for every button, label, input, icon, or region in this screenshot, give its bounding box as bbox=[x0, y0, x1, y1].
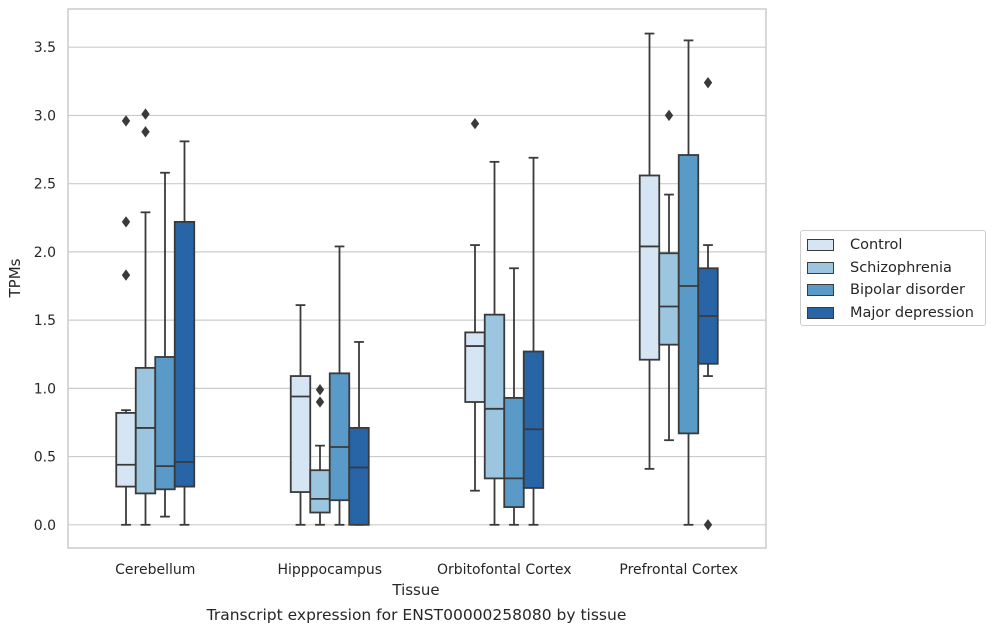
box bbox=[464, 331, 486, 403]
outlier-marker bbox=[141, 126, 150, 138]
x-axis-label: Tissue bbox=[391, 581, 439, 599]
outlier-marker bbox=[315, 396, 325, 408]
outlier-marker bbox=[315, 384, 325, 396]
y-tick-label: 3.5 bbox=[34, 40, 56, 56]
box-plot-series bbox=[115, 32, 719, 531]
y-tick-label: 2.0 bbox=[34, 245, 56, 261]
y-tick-label: 0.0 bbox=[34, 518, 56, 534]
x-tick-label: Orbitofontal Cortex bbox=[437, 562, 572, 578]
y-tick-label: 3.0 bbox=[34, 108, 56, 124]
legend-label: Bipolar disorder bbox=[850, 282, 965, 298]
plot-frame bbox=[67, 8, 767, 549]
y-tick-label: 2.5 bbox=[34, 177, 56, 193]
box bbox=[289, 375, 312, 493]
legend-swatch bbox=[807, 261, 834, 274]
outlier-marker bbox=[470, 117, 480, 130]
box bbox=[154, 356, 176, 491]
legend-item: Schizophrenia bbox=[807, 258, 952, 278]
outlier-marker bbox=[121, 269, 131, 281]
legend-label: Control bbox=[850, 237, 903, 253]
box bbox=[134, 366, 157, 495]
x-axis-ticks: Cerebellum Hipppocampus Orbitofontal Corte… bbox=[115, 562, 738, 578]
legend: Control Schizophrenia Bipolar disorder Majo… bbox=[800, 230, 986, 326]
box bbox=[677, 154, 700, 435]
y-tick-label: 0.5 bbox=[34, 450, 56, 466]
box bbox=[115, 412, 137, 488]
outlier-marker bbox=[141, 108, 150, 120]
legend-swatch bbox=[807, 306, 834, 319]
box bbox=[522, 350, 545, 489]
legend-label: Schizophrenia bbox=[850, 259, 952, 276]
box bbox=[173, 220, 196, 488]
y-tick-label: 1.5 bbox=[34, 313, 56, 329]
box bbox=[328, 372, 351, 502]
y-axis-ticks: 0.0 0.5 1.0 1.5 2.0 2.5 3.0 3.5 bbox=[34, 40, 56, 534]
outlier-marker bbox=[664, 109, 674, 122]
legend-item: Control bbox=[807, 235, 902, 255]
box bbox=[503, 396, 525, 508]
y-axis-label: TPMs bbox=[6, 258, 24, 298]
box bbox=[638, 174, 661, 361]
outlier-marker bbox=[121, 216, 131, 228]
legend-item: Major depression bbox=[807, 303, 974, 323]
chart-caption: Transcript expression for ENST0000025808… bbox=[206, 606, 627, 624]
x-tick-label: Cerebellum bbox=[115, 562, 195, 578]
box bbox=[483, 313, 506, 480]
x-tick-label: Hipppocampus bbox=[277, 562, 382, 578]
box bbox=[658, 252, 680, 346]
legend-item: Bipolar disorder bbox=[807, 280, 965, 300]
legend-label: Major depression bbox=[850, 304, 974, 321]
box bbox=[348, 427, 370, 526]
box bbox=[309, 469, 331, 514]
y-tick-label: 1.0 bbox=[34, 381, 56, 397]
outlier-marker bbox=[703, 519, 713, 531]
legend-swatch bbox=[807, 239, 834, 251]
outlier-marker bbox=[121, 115, 131, 127]
legend-swatch bbox=[807, 284, 834, 296]
x-tick-label: Prefrontal Cortex bbox=[619, 562, 738, 578]
outlier-marker bbox=[703, 77, 713, 89]
